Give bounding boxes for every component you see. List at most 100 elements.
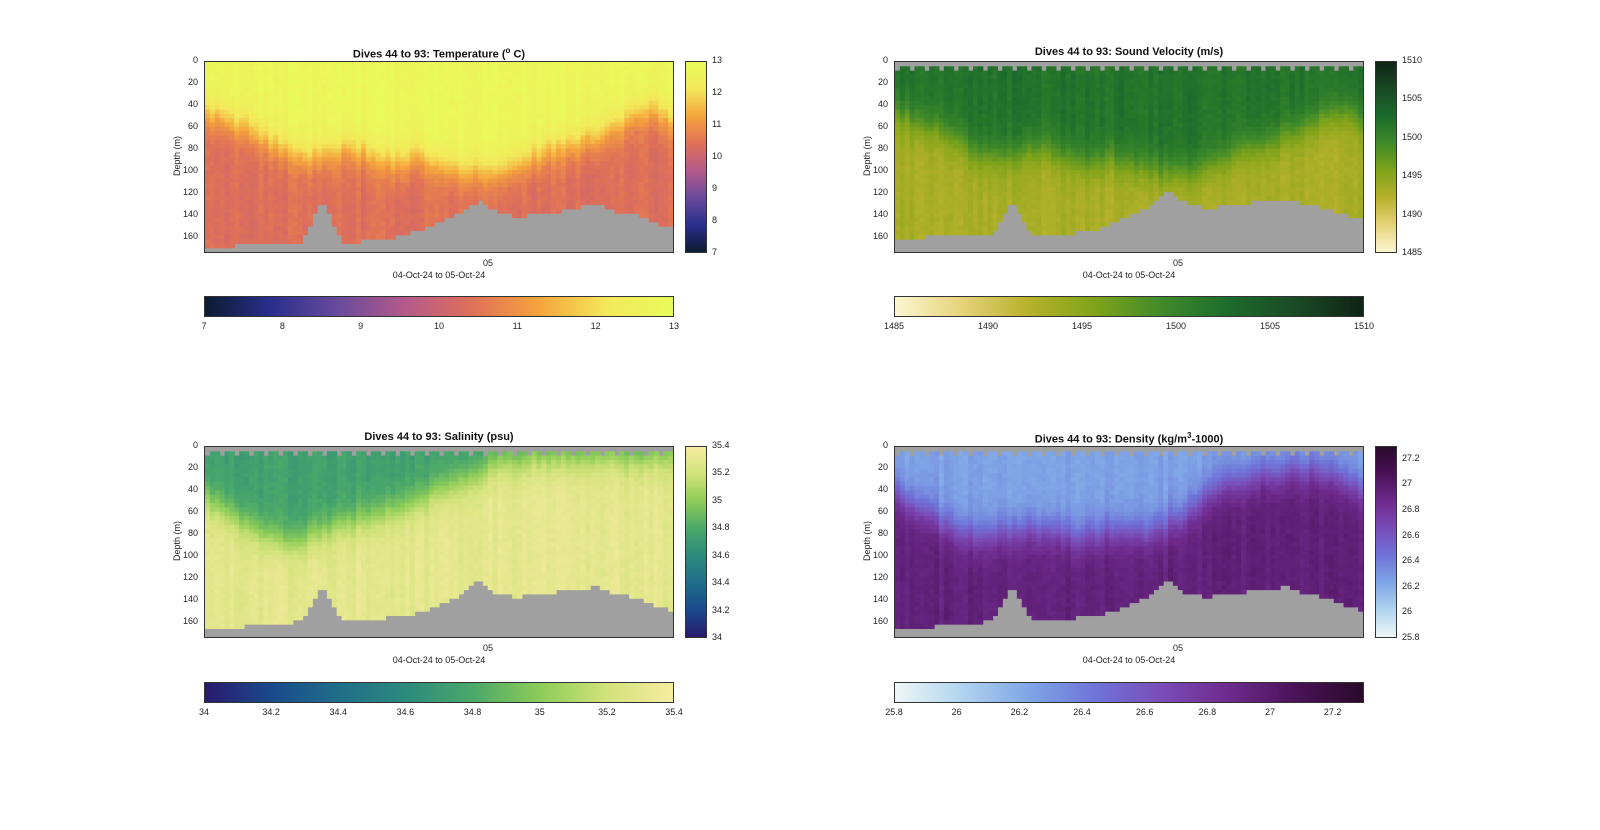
heatmap-cell (473, 100, 479, 106)
heatmap-cell (492, 113, 499, 119)
heatmap-cell (214, 118, 221, 124)
heatmap-cell (214, 243, 221, 249)
heatmap-cell (468, 126, 474, 132)
heatmap-cell (287, 178, 294, 184)
heatmap-cell (346, 182, 352, 188)
heatmap-cell (205, 230, 211, 236)
heatmap-cell (1031, 213, 1037, 219)
heatmap-cell (987, 178, 994, 184)
heatmap-cell (268, 234, 274, 240)
heatmap-cell (463, 122, 469, 128)
heatmap-cell (400, 126, 406, 132)
heatmap-cell (575, 122, 581, 128)
heatmap-cell (1055, 118, 1062, 124)
heatmap-cell (443, 131, 450, 137)
heatmap-cell (551, 191, 557, 197)
heatmap-cell (351, 62, 357, 67)
heatmap-cell (380, 96, 386, 102)
heatmap-cell (556, 187, 562, 193)
heatmap-cell (424, 83, 430, 89)
heatmap-cell (585, 200, 591, 206)
heatmap-cell (536, 74, 542, 80)
heatmap-cell (380, 174, 386, 180)
heatmap-cell (1012, 118, 1018, 124)
heatmap-cell (497, 87, 503, 93)
heatmap-cell (929, 144, 935, 149)
heatmap-cell (205, 113, 211, 119)
heatmap-cell (953, 109, 959, 115)
heatmap-cell (448, 96, 455, 102)
heatmap-cell (575, 191, 581, 197)
heatmap-cell (434, 83, 440, 89)
heatmap-cell (663, 152, 669, 158)
heatmap-cell (1041, 213, 1047, 219)
heatmap-cell (963, 105, 969, 111)
heatmap-cell (1046, 74, 1052, 80)
heatmap-cell (904, 178, 911, 184)
heatmap-cell (278, 239, 284, 244)
heatmap-cell (924, 79, 930, 85)
heatmap-cell (507, 83, 513, 89)
heatmap-cell (560, 191, 567, 197)
heatmap-cell (370, 165, 377, 171)
heatmap-cell (253, 118, 260, 124)
heatmap-cell (365, 157, 372, 162)
heatmap-cell (322, 96, 328, 102)
heatmap-cell (463, 144, 469, 149)
heatmap-cell (934, 178, 940, 184)
heatmap-cell (541, 122, 547, 128)
heatmap-cell (551, 83, 557, 89)
heatmap-cell (614, 174, 620, 180)
heatmap-cell (492, 161, 499, 167)
heatmap-cell (404, 204, 411, 210)
heatmap-cell (1026, 174, 1033, 180)
heatmap-cell (643, 100, 650, 106)
heatmap-cell (244, 74, 250, 80)
heatmap-cell (1060, 109, 1067, 115)
heatmap-cell (239, 152, 245, 158)
heatmap-cell (312, 79, 318, 85)
heatmap-cell (297, 195, 304, 201)
heatmap-cell (434, 204, 440, 210)
heatmap-cell (521, 135, 528, 141)
heatmap-cell (604, 191, 611, 197)
heatmap-cell (487, 195, 494, 201)
heatmap-cell (351, 182, 357, 188)
heatmap-cell (224, 191, 230, 197)
heatmap-cell (992, 165, 998, 171)
heatmap-cell (375, 152, 382, 158)
heatmap-cell (938, 182, 945, 188)
heatmap-cell (219, 122, 226, 128)
heatmap-cell (356, 213, 362, 219)
colorbar-tick-label: 9 (712, 183, 718, 193)
heatmap-cell (292, 135, 299, 141)
heatmap-cell (351, 92, 357, 98)
heatmap-cell (209, 165, 216, 171)
heatmap-cell (904, 109, 911, 115)
heatmap-cell (244, 122, 250, 128)
heatmap-cell (977, 152, 984, 158)
heatmap-cell (492, 105, 499, 111)
heatmap-cell (322, 122, 328, 128)
heatmap-cell (390, 135, 396, 141)
heatmap-cell (468, 169, 474, 175)
heatmap-cell (317, 169, 323, 175)
heatmap-cell (229, 144, 235, 149)
heatmap-cell (439, 144, 445, 149)
heatmap-cell (268, 105, 274, 111)
heatmap-cell (575, 187, 581, 193)
heatmap-cell (443, 195, 450, 201)
heatmap-cell (575, 131, 581, 137)
heatmap-cell (614, 191, 620, 197)
heatmap-cell (214, 221, 221, 227)
heatmap-cell (370, 87, 377, 93)
heatmap-cell (239, 122, 245, 128)
heatmap-cell (1041, 122, 1047, 128)
heatmap-cell (404, 187, 411, 193)
heatmap-cell (604, 122, 611, 128)
heatmap-cell (507, 187, 513, 193)
heatmap-cell (648, 79, 655, 85)
heatmap-cell (258, 66, 265, 72)
heatmap-cell (507, 148, 513, 154)
heatmap-cell (526, 135, 533, 141)
